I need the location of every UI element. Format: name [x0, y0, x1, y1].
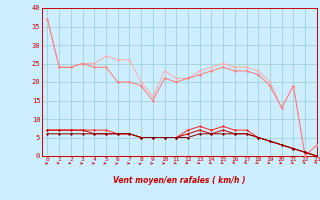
- X-axis label: Vent moyen/en rafales ( km/h ): Vent moyen/en rafales ( km/h ): [113, 176, 245, 185]
